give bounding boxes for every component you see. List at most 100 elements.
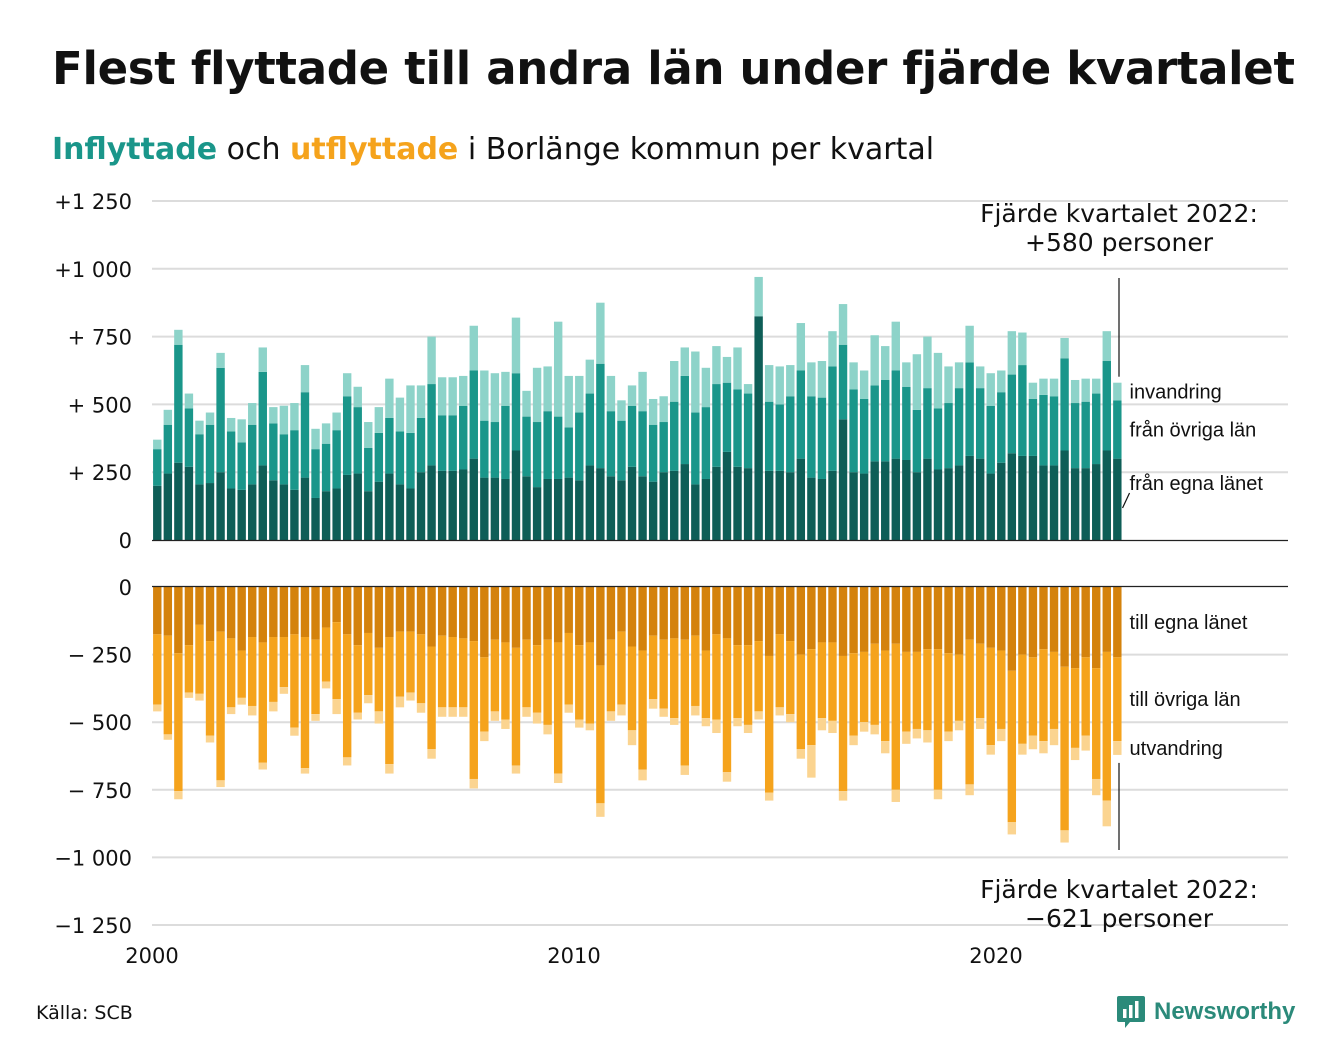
bar-out-segment	[870, 587, 879, 644]
bar-out-segment	[954, 720, 964, 731]
bar-in-segment	[1049, 465, 1059, 540]
chart-title: Flest flyttade till andra län under fjär…	[52, 42, 1295, 95]
bar-in-segment	[670, 361, 679, 402]
bar-out-segment	[522, 639, 531, 708]
bar-in-segment	[849, 362, 858, 390]
bar-in-segment	[638, 411, 647, 477]
bar-out-segment	[195, 693, 204, 701]
bar-in-segment	[163, 473, 173, 540]
bar-in-segment	[195, 434, 204, 485]
bar-in-segment	[427, 336, 436, 385]
bar-out-segment	[427, 749, 436, 759]
bar-out-segment	[395, 696, 405, 708]
bar-in-segment	[617, 420, 626, 481]
bar-in-segment	[912, 409, 922, 473]
bar-in-segment	[1028, 398, 1038, 456]
segment-label-out: till egna länet	[1130, 612, 1248, 634]
bar-out-segment	[195, 587, 204, 625]
bar-out-segment	[342, 757, 352, 766]
bar-out-segment	[184, 645, 194, 693]
bar-in-segment	[553, 416, 563, 479]
bar-out-segment	[585, 723, 595, 731]
bar-out-segment	[258, 587, 267, 643]
bar-out-segment	[712, 634, 721, 720]
bar-out-segment	[838, 655, 848, 792]
bar-out-segment	[881, 741, 890, 754]
bar-out-segment	[532, 587, 542, 646]
bar-out-segment	[596, 665, 605, 804]
bar-in-segment	[638, 371, 647, 412]
bar-out-segment	[332, 622, 341, 700]
bar-in-segment	[912, 354, 922, 410]
annotation-top: Fjärde kvartalet 2022:	[980, 199, 1258, 228]
bar-out-segment	[838, 791, 848, 801]
bar-out-segment	[1028, 587, 1038, 658]
bar-in-segment	[1070, 379, 1080, 404]
bar-in-segment	[902, 386, 911, 460]
bar-out-segment	[237, 697, 246, 705]
bar-out-segment	[205, 735, 215, 743]
bar-in-segment	[416, 417, 426, 473]
bar-out-segment	[944, 653, 953, 732]
bar-in-segment	[807, 477, 816, 540]
bar-out-segment	[490, 711, 500, 721]
bar-in-segment	[743, 468, 753, 540]
bar-in-segment	[437, 415, 447, 471]
bar-out-segment	[174, 791, 183, 800]
bar-out-segment	[406, 587, 415, 632]
bar-in-segment	[174, 462, 183, 540]
bar-out-segment	[1018, 587, 1027, 655]
bar-out-segment	[838, 587, 848, 656]
bar-out-segment	[437, 635, 447, 708]
bar-in-segment	[490, 477, 500, 540]
bar-in-segment	[997, 370, 1006, 393]
bar-in-segment	[691, 412, 700, 485]
bar-out-segment	[269, 701, 278, 712]
y-tick-bottom: −1 000	[54, 846, 132, 870]
label-leader	[1121, 492, 1131, 509]
bar-in-segment	[764, 365, 774, 402]
bar-in-segment	[712, 346, 721, 385]
bar-in-segment	[807, 396, 816, 478]
bar-in-segment	[659, 422, 668, 473]
bar-out-segment	[881, 587, 890, 651]
bar-out-segment	[670, 587, 679, 639]
bar-in-segment	[859, 473, 869, 540]
bar-in-segment	[786, 365, 795, 397]
bar-out-segment	[532, 712, 542, 724]
bar-in-segment	[490, 422, 500, 478]
bar-in-segment	[311, 449, 320, 498]
bar-out-segment	[691, 635, 700, 706]
segment-label-in: från övriga län	[1130, 420, 1257, 442]
bar-out-segment	[933, 587, 943, 650]
bar-in-segment	[1113, 400, 1122, 459]
x-tick-label: 2010	[547, 944, 600, 968]
bar-out-segment	[1060, 587, 1069, 667]
bar-out-segment	[670, 718, 679, 725]
bar-out-segment	[353, 712, 362, 720]
bar-out-segment	[459, 587, 468, 639]
bar-out-segment	[606, 587, 616, 640]
bar-out-segment	[226, 587, 236, 639]
bar-in-segment	[163, 409, 173, 425]
bar-out-segment	[153, 634, 162, 705]
bar-in-segment	[385, 473, 394, 540]
bar-out-segment	[385, 764, 394, 774]
bar-out-segment	[902, 731, 911, 744]
bar-in-segment	[859, 370, 869, 399]
bar-in-segment	[353, 473, 362, 540]
bar-out-segment	[712, 719, 721, 734]
bar-out-segment	[1081, 587, 1090, 658]
y-tick-top: + 750	[68, 326, 132, 350]
bar-out-segment	[648, 635, 658, 700]
bar-in-segment	[1081, 378, 1090, 402]
bar-in-segment	[733, 389, 742, 467]
bar-in-segment	[575, 375, 584, 413]
bar-in-segment	[691, 484, 700, 540]
bar-out-segment	[1039, 741, 1048, 754]
bar-out-segment	[617, 631, 626, 705]
bar-out-segment	[965, 784, 974, 796]
bar-out-segment	[786, 587, 795, 642]
bar-in-segment	[543, 478, 552, 540]
bar-out-segment	[216, 780, 225, 788]
